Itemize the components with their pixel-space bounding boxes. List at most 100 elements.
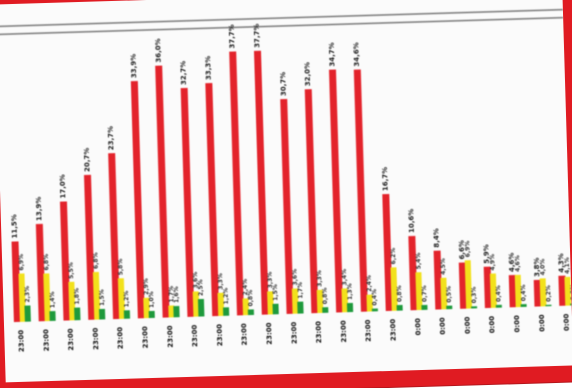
x-tick-label-5: 23:00 <box>116 327 125 350</box>
data-label-green-14: 1,3% <box>346 283 353 300</box>
data-label-yellow-17: 5,4% <box>415 252 422 269</box>
bar-yellow-19 <box>464 260 473 309</box>
bars-layer <box>11 50 572 323</box>
data-label-red-10: 37,7% <box>228 24 237 49</box>
bar-red-14 <box>328 69 344 313</box>
bar-yellow-21 <box>514 274 522 308</box>
bar-red-18 <box>433 250 443 310</box>
x-tick-label-10: 23:00 <box>240 323 249 346</box>
bar-green-18 <box>446 305 453 310</box>
bar-red-7 <box>155 65 170 318</box>
bar-yellow-6 <box>143 297 150 319</box>
x-tick-label-9: 23:00 <box>215 324 224 347</box>
data-label-red-14: 34,7% <box>328 42 337 67</box>
x-tick-label-17: 0:00 <box>414 318 423 336</box>
bar-red-6 <box>130 80 145 319</box>
data-label-green-19: 0,3% <box>470 287 477 304</box>
bar-green-19 <box>471 306 478 309</box>
data-label-yellow-21: 4,6% <box>514 255 521 272</box>
x-tick-label-2: 23:00 <box>42 329 51 352</box>
bar-green-6 <box>148 310 155 319</box>
data-label-green-5: 1,2% <box>123 291 130 308</box>
data-label-red-1: 11,5% <box>10 214 19 239</box>
data-label-green-8: 2,5% <box>197 279 204 296</box>
data-label-green-7: 1,6% <box>173 286 180 303</box>
bar-red-20 <box>483 266 492 309</box>
data-label-yellow-23: 4,1% <box>564 257 571 274</box>
data-label-green-21: 0,4% <box>520 284 527 301</box>
data-label-green-1: 2,3% <box>24 286 31 303</box>
x-tick-label-20: 0:00 <box>488 316 497 334</box>
bar-green-16 <box>396 304 403 311</box>
data-label-red-3: 17,0% <box>59 174 68 199</box>
bar-yellow-23 <box>564 276 572 306</box>
bar-green-8 <box>197 298 205 317</box>
data-label-yellow-12: 3,6% <box>291 269 298 286</box>
data-label-yellow-13: 3,3% <box>316 270 323 287</box>
x-tick-label-22: 0:00 <box>538 314 547 332</box>
bar-red-21 <box>508 274 517 308</box>
bar-yellow-11 <box>267 291 274 315</box>
bar-yellow-17 <box>415 272 423 311</box>
bar-red-9 <box>205 82 220 317</box>
bar-green-12 <box>297 301 304 314</box>
data-label-green-20: 0,4% <box>495 285 502 302</box>
bar-green-1 <box>24 305 31 322</box>
bar-yellow-12 <box>291 288 299 314</box>
data-label-yellow-1: 6,9% <box>18 254 25 271</box>
data-label-yellow-5: 5,8% <box>117 259 124 276</box>
bar-green-17 <box>421 304 428 310</box>
data-label-green-15: 0,4% <box>371 289 378 306</box>
x-tick-label-12: 23:00 <box>290 322 299 345</box>
data-label-yellow-3: 5,5% <box>68 262 75 279</box>
data-label-red-8: 32,7% <box>179 61 188 86</box>
bar-yellow-1 <box>18 273 26 322</box>
data-label-green-16: 0,8% <box>396 285 403 302</box>
bar-green-10 <box>247 309 255 316</box>
data-label-green-18: 0,5% <box>446 286 453 303</box>
bar-green-22 <box>545 304 552 307</box>
x-tick-label-16: 23:00 <box>389 319 398 342</box>
bar-red-19 <box>458 262 468 309</box>
data-label-red-23: 4,3% <box>557 253 566 273</box>
data-label-yellow-9: 3,3% <box>217 273 224 290</box>
bar-green-4 <box>98 308 106 320</box>
bar-yellow-4 <box>92 271 101 320</box>
bar-yellow-20 <box>489 273 497 308</box>
x-tick-label-1: 23:00 <box>17 330 26 353</box>
data-label-green-9: 1,2% <box>222 288 229 305</box>
data-label-yellow-22: 4,0% <box>539 259 546 276</box>
x-tick-label-23: 0:00 <box>563 313 572 331</box>
data-label-red-12: 30,7% <box>279 72 288 97</box>
x-tick-label-6: 23:00 <box>141 326 150 349</box>
data-label-red-22: 3,8% <box>533 257 542 277</box>
bar-green-20 <box>495 304 502 308</box>
data-label-red-20: 5,9% <box>483 244 492 264</box>
data-label-red-17: 10,6% <box>407 209 416 234</box>
data-label-green-23: 0,3% <box>570 284 572 301</box>
bar-red-17 <box>408 235 418 311</box>
data-label-red-18: 8,4% <box>432 228 441 248</box>
data-label-green-22: 0,2% <box>545 285 552 302</box>
header-line-1 <box>0 8 563 28</box>
data-label-yellow-7: 1,7% <box>168 286 175 303</box>
x-tick-label-18: 0:00 <box>439 317 448 335</box>
data-label-yellow-6: 2,9% <box>143 278 150 295</box>
bar-red-13 <box>304 89 319 314</box>
bar-red-11 <box>253 50 269 315</box>
data-label-yellow-11: 3,3% <box>267 272 274 289</box>
bar-green-13 <box>322 307 329 313</box>
data-label-red-7: 36,0% <box>154 38 163 63</box>
x-tick-label-15: 23:00 <box>364 319 373 342</box>
bar-red-8 <box>180 87 195 317</box>
data-label-red-5: 23,7% <box>107 126 116 151</box>
data-label-yellow-16: 6,2% <box>390 248 397 265</box>
x-tick-label-8: 23:00 <box>191 324 200 347</box>
bar-yellow-22 <box>539 278 547 307</box>
bar-green-9 <box>222 307 230 316</box>
bar-red-1 <box>11 241 21 323</box>
bar-green-5 <box>123 310 131 319</box>
bar-green-15 <box>371 308 378 312</box>
